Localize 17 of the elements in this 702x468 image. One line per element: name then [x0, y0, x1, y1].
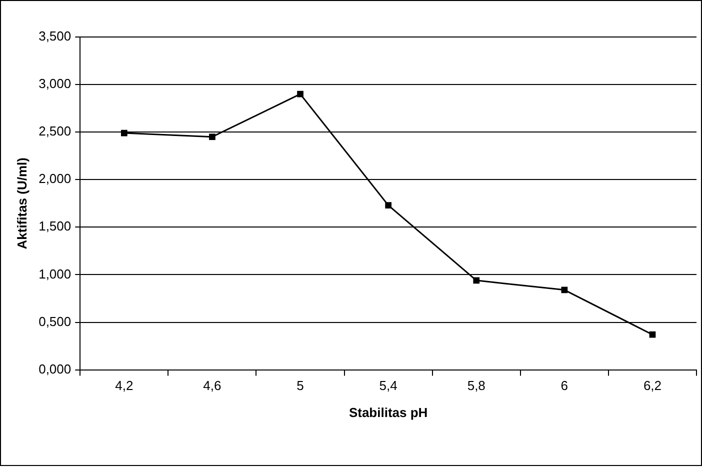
y-tick-label: 1,500 — [38, 218, 72, 234]
y-tick-label: 2,500 — [38, 124, 72, 139]
x-tick-label: 4,2 — [115, 378, 134, 394]
y-tick-label: 0,500 — [38, 314, 72, 329]
x-tick-label: 4,6 — [203, 378, 222, 394]
x-tick-label: 5 — [296, 378, 304, 394]
y-tick-label: 0,000 — [38, 361, 72, 376]
x-tick-label: 5,4 — [379, 378, 398, 394]
y-tick-label: 3,500 — [38, 28, 72, 44]
x-tick-label: 5,8 — [467, 378, 486, 394]
y-tick-label: 2,000 — [38, 171, 72, 186]
x-tick-label: 6 — [560, 378, 568, 394]
y-axis-title: Aktifitas (U/ml) — [14, 158, 30, 250]
y-tick-label: 1,000 — [38, 266, 72, 282]
y-tick-label: 3,000 — [38, 76, 72, 92]
x-tick-label: 6,2 — [643, 378, 662, 394]
x-axis-title: Stabilitas pH — [348, 404, 428, 420]
